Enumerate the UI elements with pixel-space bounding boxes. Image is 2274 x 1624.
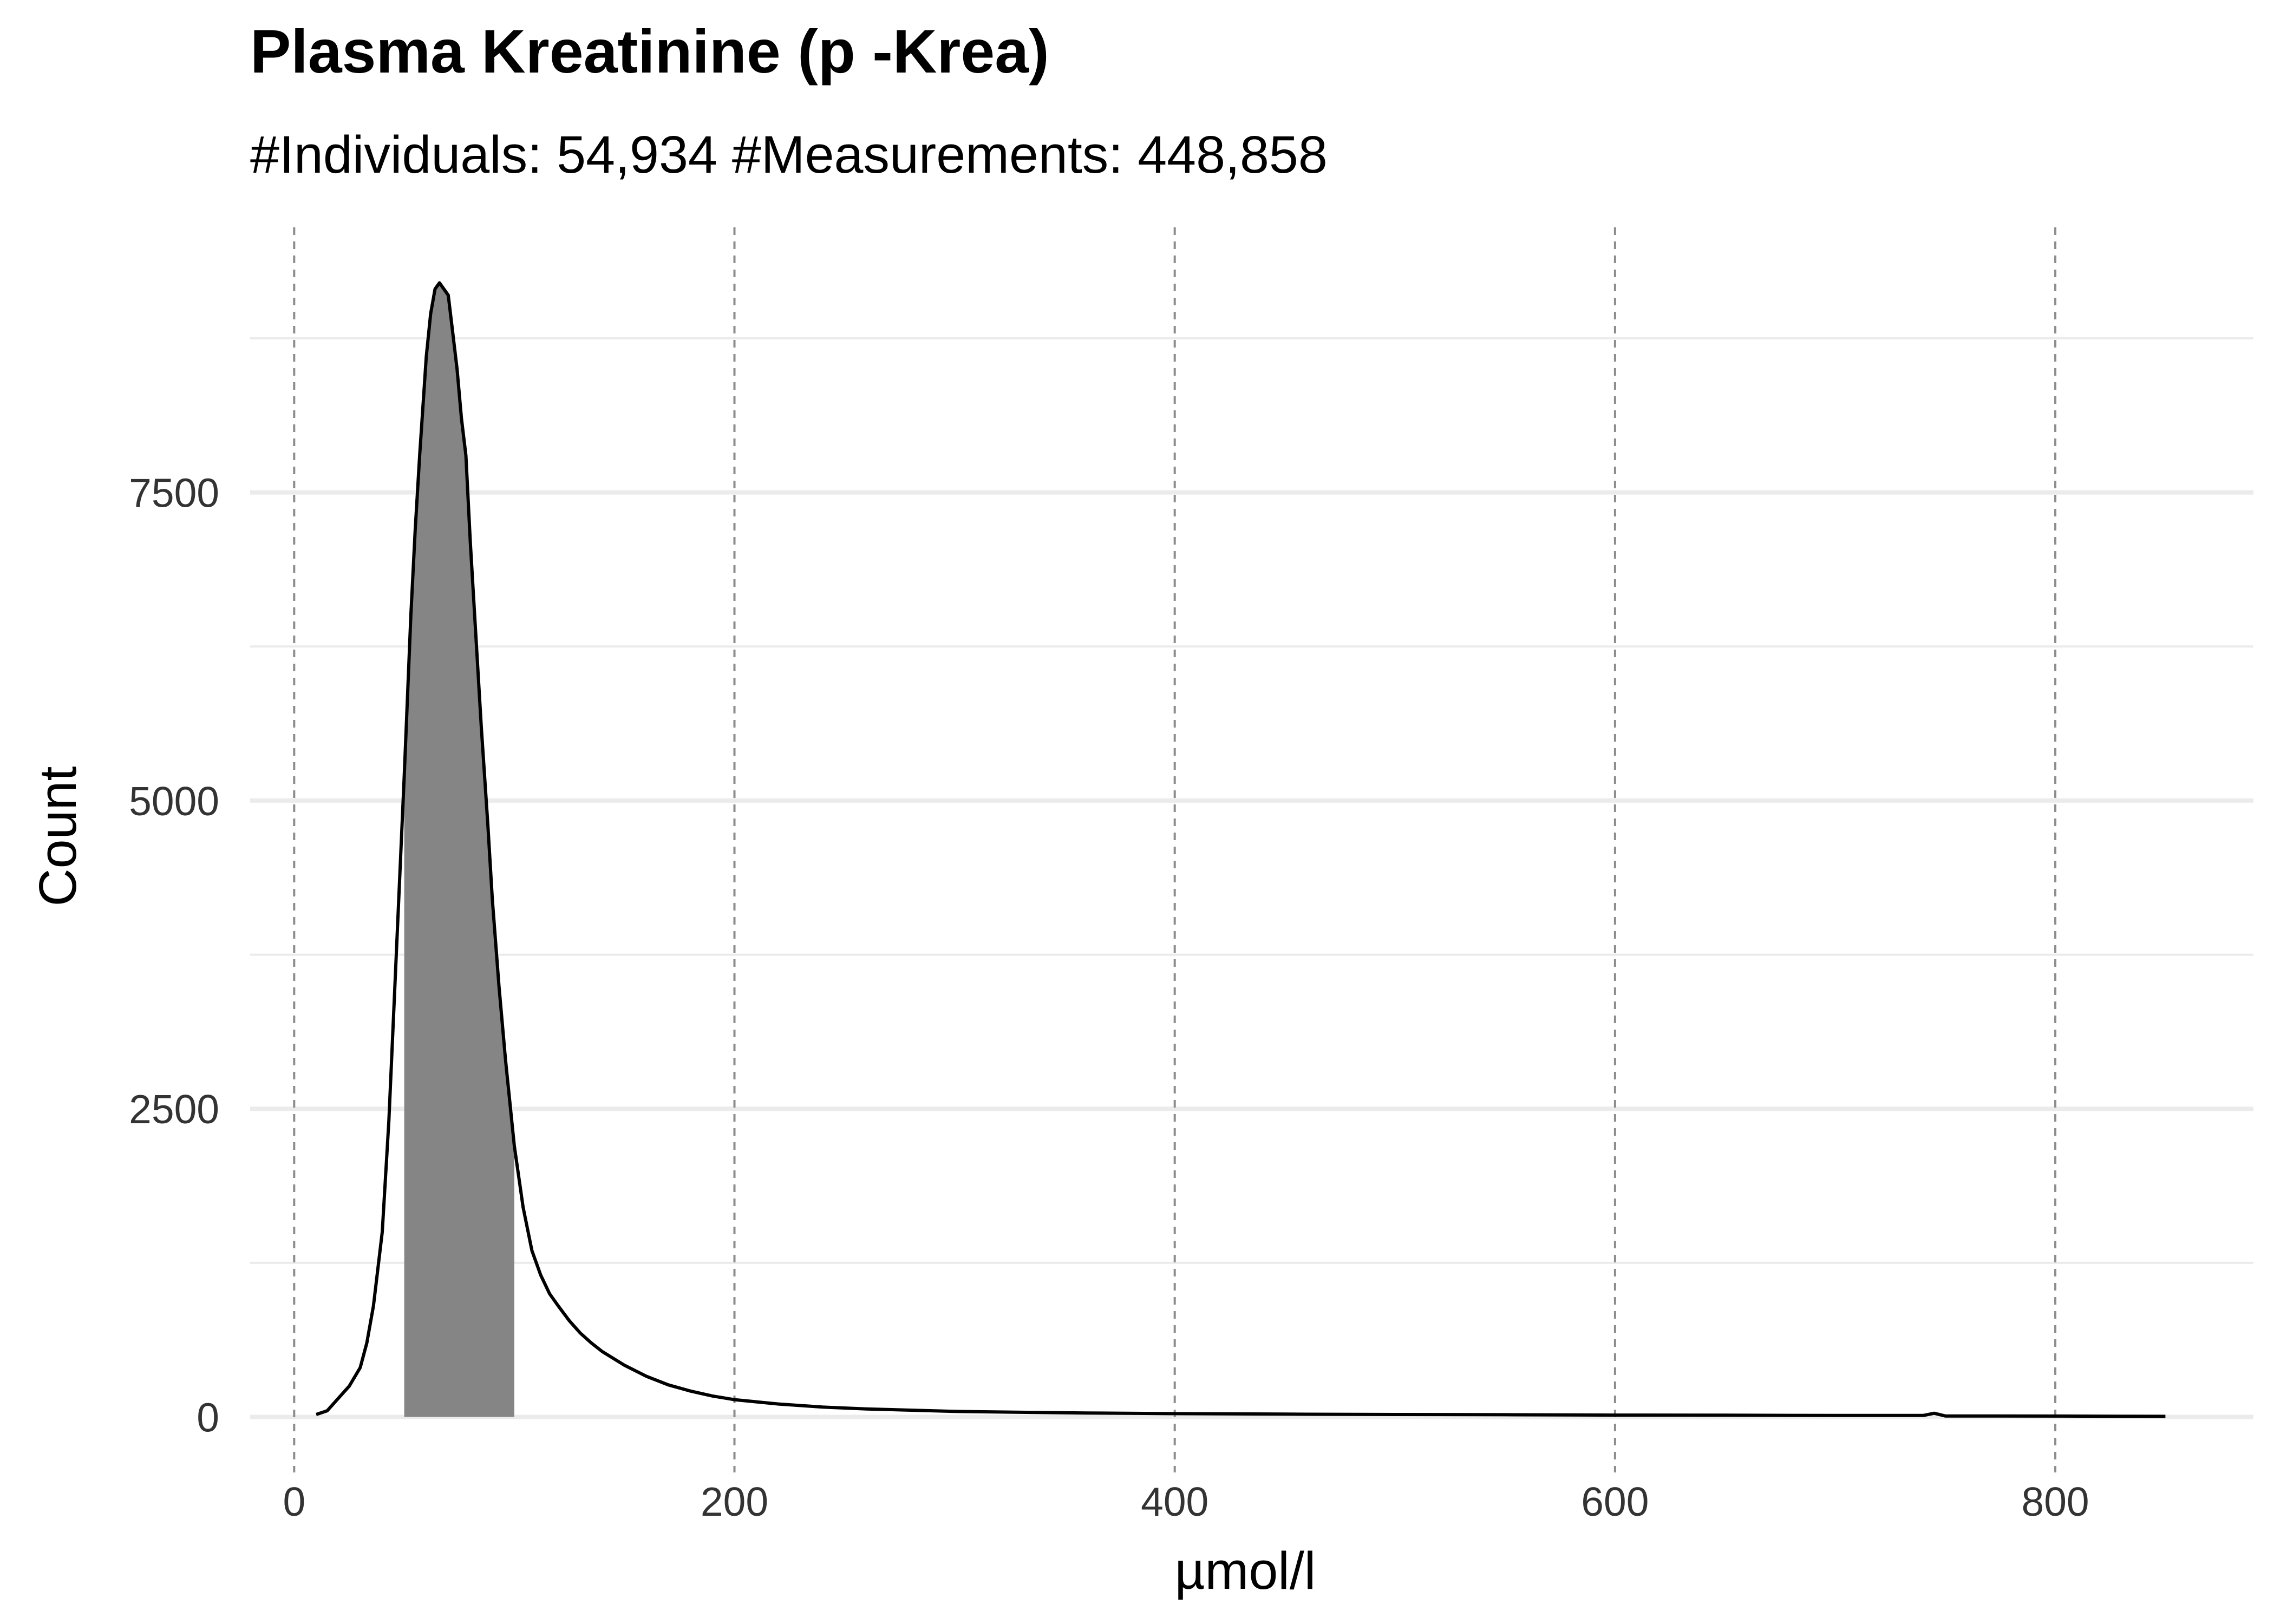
x-tick-label: 600: [1581, 1479, 1649, 1524]
x-tick-label: 200: [701, 1479, 768, 1524]
x-axis-title: µmol/l: [1175, 1541, 1316, 1600]
chart-subtitle: #Individuals: 54,934 #Measurements: 448,…: [250, 125, 1328, 184]
y-tick-label: 5000: [129, 778, 219, 824]
tick-layer: 0 2500 5000 7500 0 200 400 600 800: [129, 470, 2089, 1524]
shaded-area: [404, 283, 514, 1417]
density-line: [316, 281, 2166, 1418]
y-tick-label: 2500: [129, 1086, 219, 1132]
grid-layer: [250, 227, 2253, 1472]
x-tick-label: 0: [283, 1479, 305, 1524]
x-tick-label: 800: [2021, 1479, 2089, 1524]
shade-layer: [404, 283, 514, 1417]
y-axis-title: Count: [28, 767, 87, 907]
y-tick-label: 7500: [129, 470, 219, 516]
y-tick-label: 0: [197, 1395, 219, 1440]
line-layer: [316, 281, 2166, 1418]
x-tick-label: 400: [1141, 1479, 1208, 1524]
chart-title: Plasma Kreatinine (p -Krea): [250, 17, 1049, 86]
